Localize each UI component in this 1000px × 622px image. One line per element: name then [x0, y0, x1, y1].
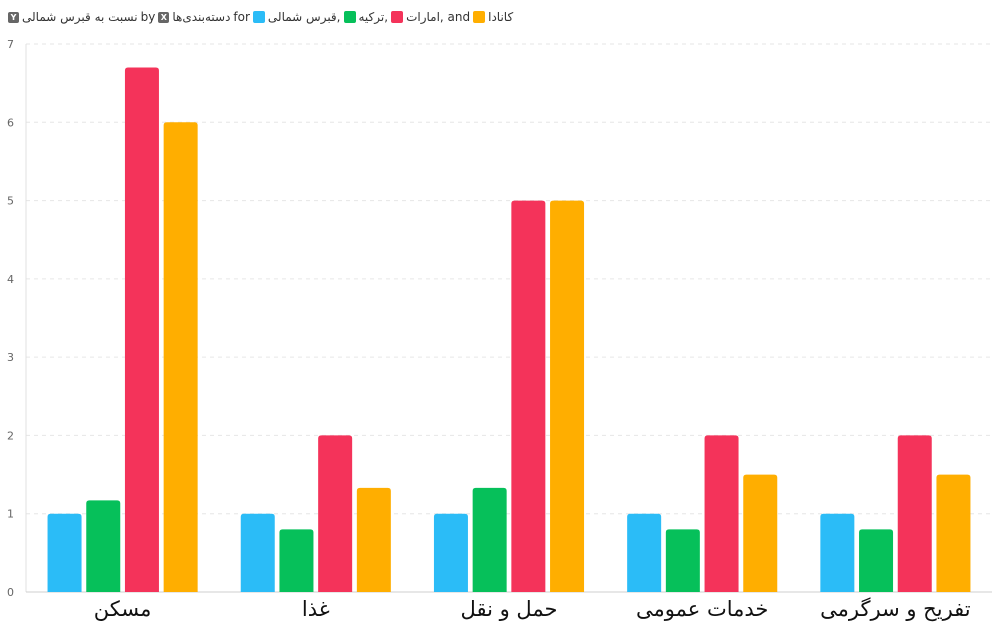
- y-axis-badge: Y: [8, 11, 19, 23]
- y-tick-label: 4: [7, 273, 14, 286]
- y-tick-label: 0: [7, 586, 14, 599]
- bar: [124, 67, 159, 592]
- y-tick-label: 3: [7, 351, 14, 364]
- bar: [550, 200, 585, 593]
- legend-label-2[interactable]: امارات, and: [406, 10, 471, 24]
- bar: [163, 122, 198, 593]
- y-tick-label: 6: [7, 116, 14, 129]
- legend: Y نسبت به قبرس شمالی by X دسته‌بندی‌ها f…: [8, 8, 513, 26]
- x-tick-label: مسکن: [94, 597, 152, 621]
- bar: [318, 435, 353, 592]
- legend-swatch-0[interactable]: [252, 11, 265, 23]
- x-axis-badge: X: [158, 11, 170, 23]
- bar: [433, 513, 468, 592]
- x-tick-label: حمل و نقل: [461, 597, 558, 621]
- bar: [897, 435, 932, 592]
- x-tick-label: غذا: [302, 597, 330, 621]
- legend-label-3[interactable]: کانادا: [488, 10, 514, 24]
- bar: [859, 529, 894, 592]
- bar: [627, 513, 662, 592]
- bar: [279, 529, 314, 592]
- legend-swatch-1[interactable]: [343, 11, 356, 23]
- bar: [820, 513, 855, 592]
- bar: [743, 474, 778, 592]
- legend-swatch-2[interactable]: [391, 11, 404, 23]
- bar: [240, 513, 275, 592]
- y-tick-label: 7: [7, 38, 14, 51]
- x-tick-label: تفریح و سرگرمی: [820, 597, 971, 621]
- bar: [704, 435, 739, 592]
- x-tick-label: خدمات عمومی: [636, 597, 768, 621]
- legend-swatch-3[interactable]: [473, 11, 486, 23]
- legend-label-1[interactable]: ترکیه,: [358, 10, 389, 24]
- x-axis-name: دسته‌بندی‌ها: [172, 10, 231, 24]
- y-tick-label: 1: [7, 508, 14, 521]
- y-tick-label: 5: [7, 195, 14, 208]
- legend-label-0[interactable]: قبرس شمالی,: [267, 10, 341, 24]
- bar: [47, 513, 82, 592]
- y-axis-name: نسبت به قبرس شمالی: [22, 10, 138, 24]
- bar: [665, 529, 700, 592]
- bar: [936, 474, 971, 592]
- bar: [86, 500, 121, 592]
- legend-for: for: [233, 10, 250, 24]
- legend-by: by: [140, 10, 156, 24]
- bar: [511, 200, 546, 593]
- y-tick-label: 2: [7, 429, 14, 442]
- bar: [356, 487, 391, 592]
- bar: [472, 487, 507, 592]
